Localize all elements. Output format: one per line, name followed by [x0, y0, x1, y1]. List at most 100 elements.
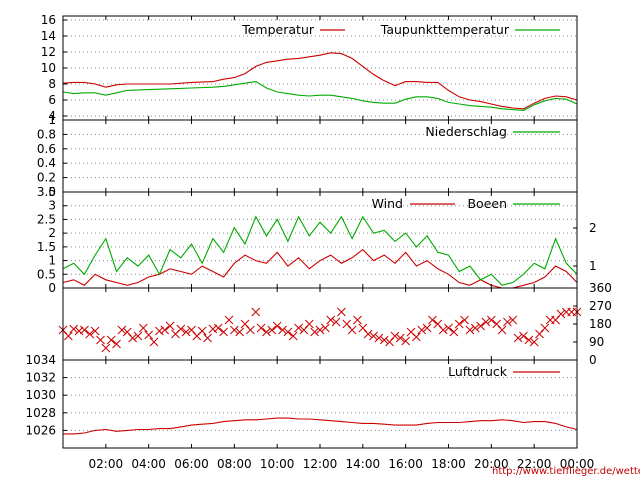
wind-direction-point — [149, 337, 159, 347]
y-tick-label: 8 — [48, 77, 56, 91]
wind-direction-point — [503, 317, 512, 327]
y-tick-label: 0.5 — [37, 267, 56, 281]
y-tick-label: 0.4 — [37, 156, 56, 170]
y-tick-label-right: 90 — [589, 335, 604, 349]
wind-direction-point — [155, 326, 164, 336]
wind-direction-point — [465, 325, 475, 335]
y-tick-label: 0 — [48, 281, 56, 295]
y-tick-label: 3.5 — [37, 185, 56, 199]
wind-direction-point — [353, 315, 362, 325]
y-tick-label: 1034 — [25, 353, 56, 367]
wind-direction-point — [106, 335, 116, 345]
series-line-wind — [62, 248, 578, 289]
y-tick-label-right: 360 — [589, 281, 612, 295]
x-tick-label: 12:00 — [303, 457, 338, 471]
y-tick-label: 2 — [48, 226, 56, 240]
wind-direction-point — [251, 307, 261, 317]
wind-direction-point — [374, 333, 384, 343]
wind-direction-point — [304, 319, 314, 329]
wind-direction-point — [90, 326, 100, 336]
wind-direction-point — [272, 321, 282, 331]
wind-direction-point — [224, 315, 234, 325]
wind-direction-point — [401, 336, 411, 346]
y-tick-label: 1032 — [25, 371, 56, 385]
wind-direction-point — [96, 335, 105, 345]
wind-direction-point — [219, 327, 228, 337]
x-tick-label: 08:00 — [217, 457, 252, 471]
wind-direction-point — [321, 323, 330, 333]
wind-direction-point — [294, 323, 303, 333]
wind-direction-point — [144, 330, 154, 340]
wind-direction-point — [454, 319, 464, 329]
legend-label: Taupunkttemperatur — [380, 22, 510, 37]
wind-direction-point — [326, 315, 336, 325]
wind-direction-point — [208, 324, 218, 334]
wind-direction-point — [444, 323, 453, 333]
wind-direction-point — [556, 309, 566, 319]
wind-direction-point — [460, 315, 469, 325]
y-tick-label: 1030 — [25, 388, 56, 402]
y-tick-label: 2.5 — [37, 212, 56, 226]
wind-direction-point — [229, 325, 239, 335]
legend-label: Luftdruck — [448, 364, 508, 379]
wind-direction-point — [278, 325, 287, 335]
wind-direction-point — [160, 325, 170, 335]
wind-direction-point — [176, 324, 186, 334]
y-tick-label: 14 — [41, 29, 56, 43]
x-tick-label: 14:00 — [346, 457, 381, 471]
wind-direction-point — [390, 331, 400, 341]
wind-direction-point — [74, 326, 84, 336]
wind-direction-point — [508, 315, 518, 325]
x-tick-label: 20:00 — [474, 457, 509, 471]
x-tick-label: 22:00 — [517, 457, 552, 471]
x-tick-label: 04:00 — [131, 457, 166, 471]
y-tick-label: 4 — [48, 109, 56, 123]
wind-direction-point — [438, 325, 448, 335]
source-url: http://www.tiefflieger.de/wetter/ — [492, 466, 640, 477]
series-line-temperatur — [62, 52, 578, 110]
legend-label: Boeen — [467, 196, 507, 211]
wind-direction-point — [369, 331, 378, 341]
wind-direction-point — [138, 323, 148, 333]
wind-direction-point — [235, 327, 245, 337]
wind-direction-point — [69, 324, 79, 334]
wind-direction-point — [133, 331, 143, 341]
panel-frame — [62, 287, 578, 361]
wind-direction-point — [64, 331, 73, 341]
x-tick-label: 18:00 — [431, 457, 466, 471]
y-tick-label-right: 180 — [589, 317, 612, 331]
wind-direction-point — [112, 339, 121, 349]
y-tick-label: 1 — [48, 254, 56, 268]
wind-direction-point — [181, 327, 191, 337]
wind-direction-point — [262, 327, 271, 337]
wind-direction-point — [101, 343, 111, 353]
y-tick-label: 10 — [41, 61, 56, 75]
y-tick-label: 0.8 — [37, 127, 56, 141]
wind-direction-point — [283, 327, 293, 337]
wind-direction-point — [288, 331, 298, 341]
series-line-taupunkttemperatur — [62, 81, 578, 111]
wind-direction-point — [395, 333, 405, 343]
y-tick-label: 16 — [41, 13, 56, 27]
wind-direction-point — [476, 321, 485, 331]
wind-direction-point — [529, 337, 539, 347]
wind-direction-point — [85, 329, 95, 339]
wind-direction-point — [347, 325, 357, 335]
wind-direction-point — [540, 323, 550, 333]
wind-direction-point — [417, 325, 427, 335]
y-tick-label: 3 — [48, 199, 56, 213]
legend-label: Wind — [372, 196, 403, 211]
y-tick-label: 1028 — [25, 406, 56, 420]
wind-direction-point — [486, 315, 496, 325]
series-line-luftdruck — [63, 417, 578, 435]
series-line-boeen — [62, 215, 578, 286]
wind-direction-point — [267, 325, 277, 335]
wind-direction-point — [412, 332, 421, 342]
wind-direction-point — [315, 325, 325, 335]
x-tick-label: 02:00 — [89, 457, 124, 471]
wind-direction-point — [165, 321, 175, 331]
y-tick-label: 1026 — [25, 423, 56, 437]
wind-direction-point — [246, 325, 255, 335]
x-tick-label: 16:00 — [388, 457, 423, 471]
